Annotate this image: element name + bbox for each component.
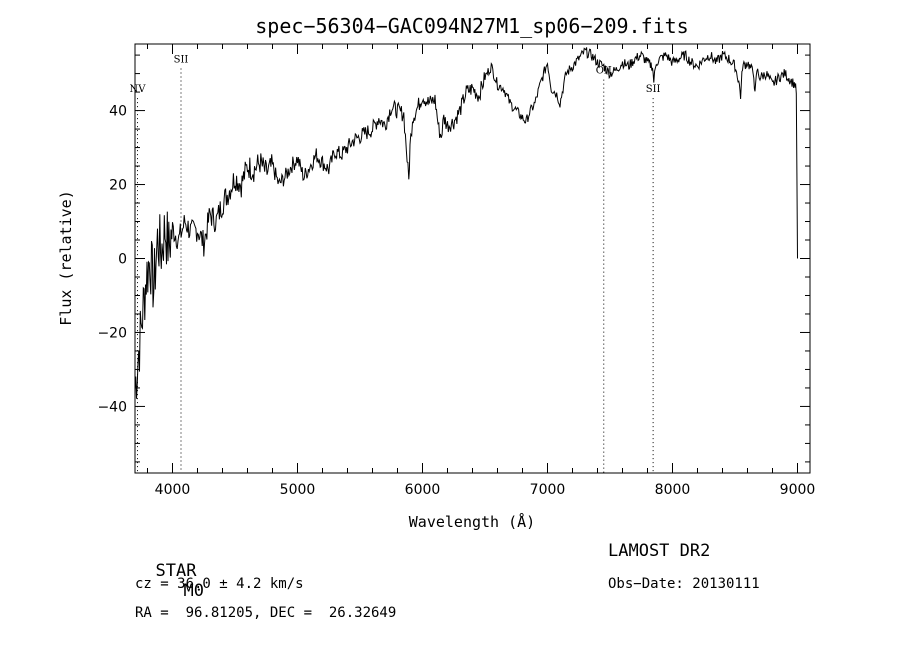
coordinates-info: RA = 96.81205, DEC = 26.32649 bbox=[135, 605, 397, 621]
x-ticks: 4000 5000 6000 7000 8000 9000 bbox=[147, 44, 816, 498]
chart-title: spec−56304−GAC094N27M1_sp06−209.fits bbox=[255, 14, 688, 38]
x-tick-label: 6000 bbox=[405, 482, 441, 498]
object-type: STAR bbox=[155, 561, 197, 581]
line-markers: NⅤ SII OII SII bbox=[130, 54, 661, 473]
line-marker-label: OII bbox=[596, 66, 612, 77]
object-class: STAR M0 bbox=[135, 541, 204, 601]
x-tick-label: 7000 bbox=[530, 482, 566, 498]
x-tick-label: 4000 bbox=[155, 482, 191, 498]
y-tick-label: 20 bbox=[109, 178, 127, 194]
redshift-info: cz = 36.0 ± 4.2 km/s bbox=[135, 576, 304, 592]
x-tick-label: 9000 bbox=[780, 482, 816, 498]
y-axis-label: Flux (relative) bbox=[57, 190, 75, 325]
y-tick-label: 40 bbox=[109, 104, 127, 120]
line-marker-label: SII bbox=[174, 54, 189, 65]
survey-name: LAMOST DR2 bbox=[608, 541, 711, 561]
y-ticks: −40 −20 0 20 40 bbox=[97, 54, 810, 463]
line-marker-label: NⅤ bbox=[130, 84, 147, 95]
x-axis-label: Wavelength (Å) bbox=[409, 512, 535, 531]
observation-date: Obs−Date: 20130111 bbox=[608, 576, 760, 592]
x-tick-label: 5000 bbox=[280, 482, 316, 498]
y-tick-label: −40 bbox=[97, 399, 127, 415]
line-marker-label: SII bbox=[646, 84, 661, 95]
x-tick-label: 8000 bbox=[655, 482, 691, 498]
y-tick-label: −20 bbox=[97, 325, 127, 341]
spectrum-line bbox=[134, 47, 798, 399]
plot-frame bbox=[134, 43, 811, 474]
spectral-subclass: M0 bbox=[183, 581, 204, 601]
y-tick-label: 0 bbox=[118, 252, 127, 268]
